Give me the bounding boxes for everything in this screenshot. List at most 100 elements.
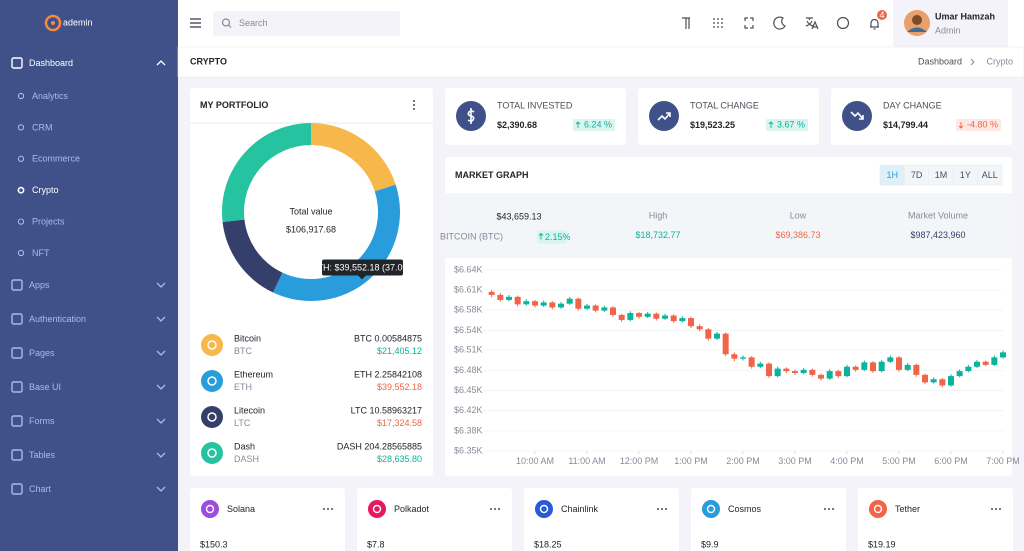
brand[interactable]: ademin [63,17,93,27]
metric-value: $18,732.77 [635,230,680,240]
candle-body [549,302,556,308]
menu-item[interactable]: Pages [29,348,55,358]
stat-value: $14,799.44 [883,120,928,130]
kebab[interactable] [413,100,415,110]
coin-icon-glyph [706,504,716,514]
candle-body [670,315,677,322]
metric-label: Market Volume [908,210,968,220]
icon-apps[interactable] [713,18,723,28]
candle-body [540,302,547,306]
menu-icon [11,57,23,69]
coin-icon [869,500,887,518]
holding-value: $39,552.18 [377,382,422,392]
kebab-dot[interactable] [828,508,830,510]
icon-language[interactable] [805,17,819,30]
kebab-dot[interactable] [991,508,993,510]
icon-dark-mode[interactable] [773,16,786,30]
menu-item[interactable]: Base UI [29,382,61,392]
menu-item[interactable]: Tables [29,450,56,460]
holding-symbol: LTC [234,418,251,428]
sidebar [0,0,178,551]
stat-value: $19,523.25 [690,120,735,130]
candle-body [497,294,504,300]
submenu-item[interactable]: NFT [32,248,50,258]
user-name[interactable]: Umar Hamzah [935,11,995,21]
submenu-item[interactable]: Crypto [32,185,59,195]
kebab-dot[interactable] [327,508,329,510]
kebab-dot[interactable] [661,508,663,510]
candle-body [618,314,625,320]
y-tick-label: $6.51K [454,344,483,354]
range-label[interactable]: 1Y [960,170,971,180]
kebab-dot[interactable] [995,508,997,510]
x-tick-label: 1:00 PM [674,456,708,466]
kebab-dot[interactable] [490,508,492,510]
range-button[interactable] [977,164,1003,186]
kebab-dot [413,108,415,110]
notification-count: 4 [879,10,884,20]
breadcrumb-link[interactable]: Dashboard [918,56,962,66]
coin-name: Chainlink [561,504,599,514]
up-arrow [575,121,581,128]
submenu-item[interactable]: Analytics [32,91,69,101]
kebab-dot[interactable] [832,508,834,510]
kebab-dot[interactable] [494,508,496,510]
kebab-dot[interactable] [331,508,333,510]
submenu-item[interactable]: CRM [32,122,53,132]
stat-change: 3.67 % [777,119,805,129]
candle-body [688,318,694,327]
range-label[interactable]: 7D [911,170,923,180]
coin-card [524,488,679,551]
coin-name: Solana [227,504,255,514]
x-tick-label: 4:00 PM [830,456,864,466]
coin-name: Tether [895,504,920,514]
icon-notifications[interactable] [870,18,879,30]
candle-body [740,357,746,359]
holding-amount: BTC 0.00584875 [354,333,422,343]
candle-body [852,366,859,370]
topbar-icons [682,16,879,30]
search-placeholder[interactable]: Search [239,18,268,28]
hamburger[interactable] [190,18,201,28]
range-label[interactable]: 1M [935,170,948,180]
submenu-bullet [17,124,25,131]
kebab-dot[interactable] [824,508,826,510]
candle-body [748,357,755,367]
candle-body [532,301,538,306]
icon-fullscreen[interactable] [744,17,754,29]
donut-center-value: $106,917.68 [286,224,336,234]
coin-icon [702,500,720,518]
menu-item[interactable]: Dashboard [29,58,73,68]
coin-icon-glyph [207,376,217,386]
candle-body [584,305,590,309]
icon-paragraph[interactable] [682,17,690,29]
icon-theme[interactable] [836,16,850,30]
menu-item[interactable]: Authentication [29,314,86,324]
coin-name: Polkadot [394,504,430,514]
up-arrow [768,121,774,128]
submenu-item[interactable]: Projects [32,216,65,226]
kebab-dot[interactable] [323,508,325,510]
range-label[interactable]: 1H [886,170,898,180]
search-icon [221,18,231,27]
kebab-dot[interactable] [665,508,667,510]
range-label[interactable]: ALL [982,170,998,180]
kebab-dot[interactable] [498,508,500,510]
kebab-dot[interactable] [657,508,659,510]
chevron [156,316,166,322]
submenu-bullet [17,218,25,225]
menu-item[interactable]: Chart [29,484,52,494]
candle-body [887,357,894,362]
logo-icon [44,14,62,32]
submenu-item[interactable]: Ecommerce [32,154,80,164]
kebab-dot[interactable] [999,508,1001,510]
search-box[interactable] [213,11,400,36]
coin-price: $150.3 [200,539,228,549]
menu-item[interactable]: Forms [29,416,55,426]
x-tick-label: 6:00 PM [934,456,968,466]
kebab-dot [413,104,415,106]
coin-icon [201,500,219,518]
x-tick-label: 5:00 PM [882,456,916,466]
menu-item[interactable]: Apps [29,280,50,290]
candle-body [792,371,798,373]
